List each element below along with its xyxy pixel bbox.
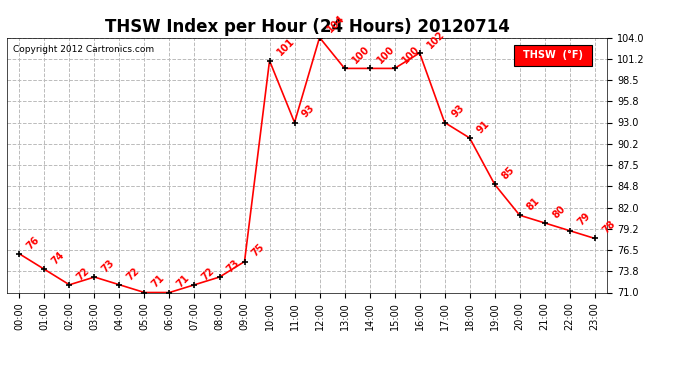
Text: 100: 100 [400,44,422,66]
Text: 73: 73 [100,258,117,274]
FancyBboxPatch shape [514,45,592,66]
Text: Copyright 2012 Cartronics.com: Copyright 2012 Cartronics.com [13,45,154,54]
Text: 100: 100 [375,44,397,66]
Text: 72: 72 [75,266,92,282]
Text: 93: 93 [450,103,467,120]
Text: 91: 91 [475,118,492,135]
Text: 85: 85 [500,165,517,182]
Text: 104: 104 [325,13,346,35]
Text: 81: 81 [525,196,542,213]
Text: 72: 72 [200,266,217,282]
Text: 71: 71 [150,273,167,290]
Text: 93: 93 [300,103,317,120]
Text: 79: 79 [575,211,592,228]
Text: THSW  (°F): THSW (°F) [523,50,583,60]
Text: 74: 74 [50,250,67,267]
Text: 101: 101 [275,36,297,58]
Text: 100: 100 [350,44,371,66]
Text: 80: 80 [550,204,567,220]
Text: 76: 76 [25,234,41,251]
Text: 72: 72 [125,266,141,282]
Text: 73: 73 [225,258,241,274]
Text: 75: 75 [250,242,267,259]
Title: THSW Index per Hour (24 Hours) 20120714: THSW Index per Hour (24 Hours) 20120714 [105,18,509,36]
Text: 102: 102 [425,29,446,50]
Text: 71: 71 [175,273,192,290]
Text: 78: 78 [600,219,617,236]
